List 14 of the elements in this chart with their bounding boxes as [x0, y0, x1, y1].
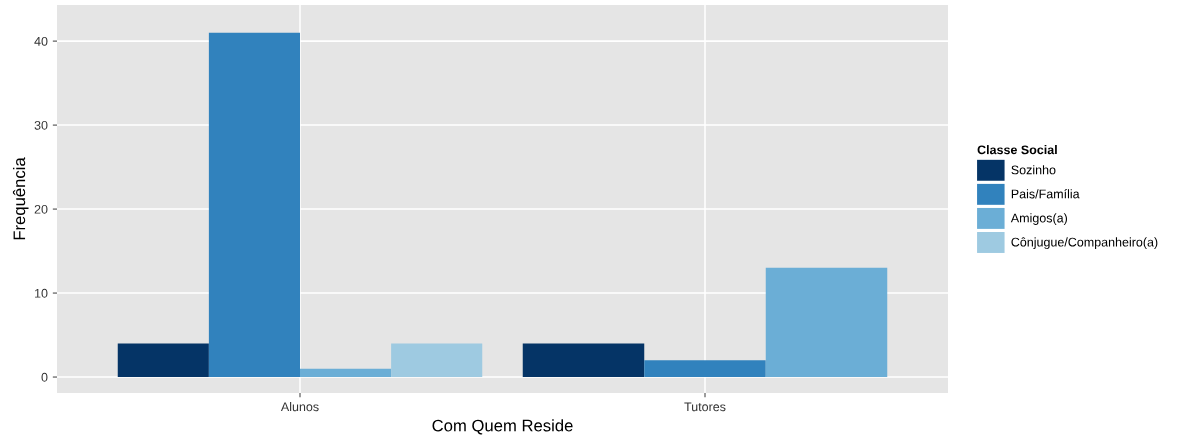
legend-label: Sozinho	[1011, 165, 1056, 175]
y-tick-label: 0	[41, 372, 48, 382]
y-tick-label: 10	[35, 288, 48, 298]
legend-title: Classe Social	[977, 145, 1057, 155]
legend-label: Amigos(a)	[1010, 213, 1067, 225]
y-tick-label: 30	[34, 120, 48, 130]
y-tick-label: 20	[34, 204, 48, 214]
legend-label: Pais/Família	[1011, 189, 1080, 199]
x-tick-label: Tutores	[684, 402, 726, 412]
y-tick-label: 40	[34, 36, 48, 46]
y-axis-title: Frequência	[12, 157, 29, 240]
x-tick-label: Alunos	[280, 402, 319, 412]
legend-label: Cônjugue/Companheiro(a)	[1011, 237, 1158, 249]
x-axis-title: Com Quem Reside	[432, 419, 573, 435]
